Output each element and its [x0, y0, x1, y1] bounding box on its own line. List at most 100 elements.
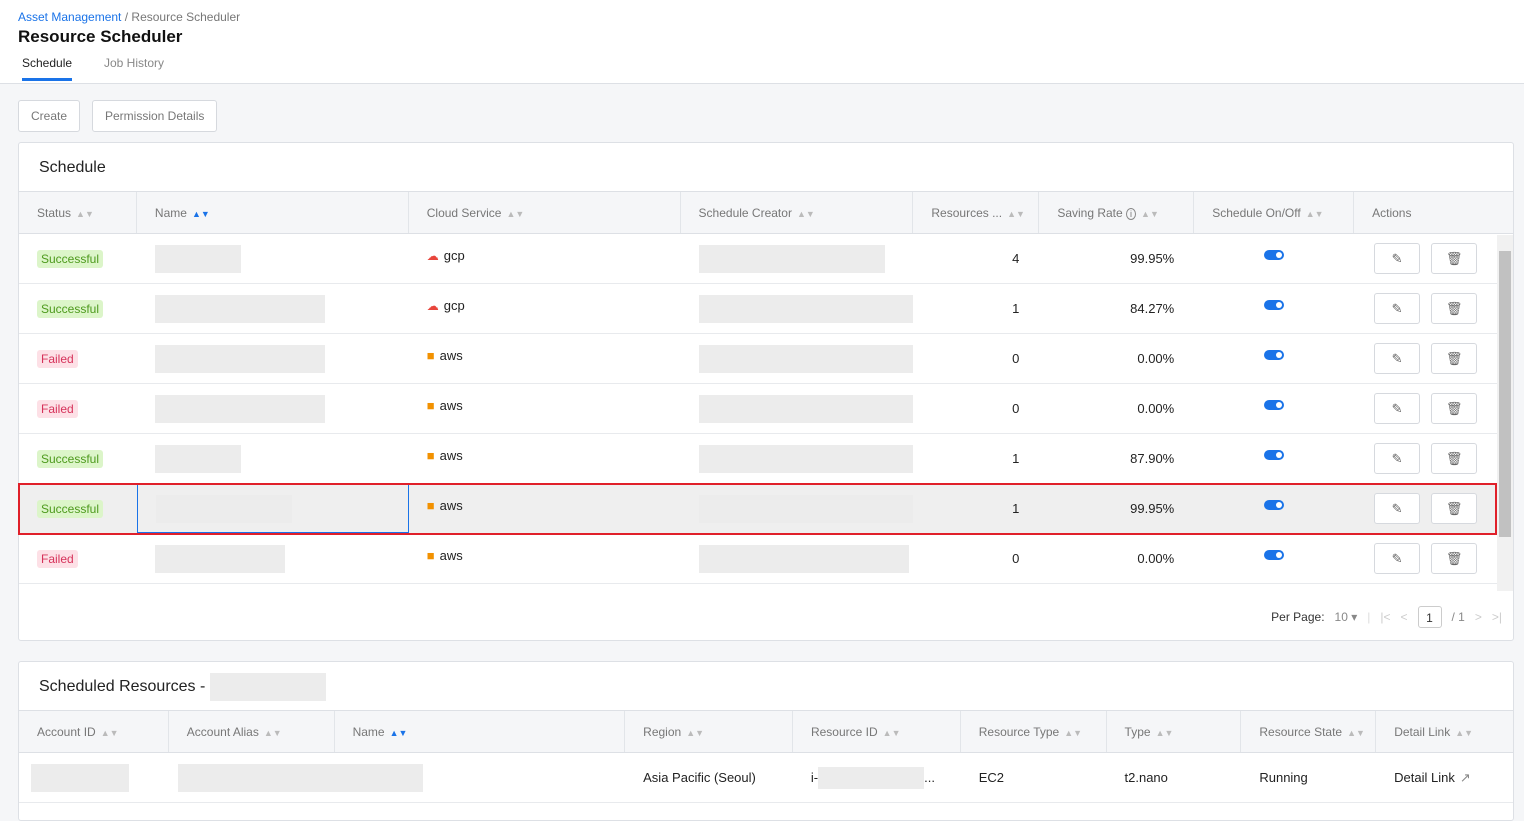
name-redacted[interactable] [154, 394, 325, 423]
pencil-icon: ✎ [1391, 500, 1403, 516]
sort-icon: ▲▼ [263, 728, 282, 738]
edit-button[interactable]: ✎ [1374, 393, 1421, 424]
column-header[interactable]: Resources ... ▲▼ [913, 192, 1040, 233]
column-header[interactable]: Name ▲▼ [335, 711, 626, 752]
creator-redacted [698, 394, 914, 423]
edit-button[interactable]: ✎ [1374, 543, 1421, 574]
trash-icon: 🗑 [1445, 350, 1463, 366]
column-header[interactable]: Detail Link ▲▼ [1394, 725, 1474, 739]
cloud-service: gcp [443, 298, 465, 313]
edit-button[interactable]: ✎ [1374, 493, 1421, 524]
table-row[interactable]: Successful ■ aws 1 99.95% ✎ 🗑 [19, 484, 1513, 534]
edit-button[interactable]: ✎ [1374, 243, 1421, 274]
page-input[interactable]: 1 [1417, 606, 1442, 628]
name-redacted[interactable] [154, 344, 325, 373]
pagination: Per Page: 10 ▾ | |< < 1 / 1 > >| [1271, 606, 1502, 628]
column-header[interactable]: Schedule On/Off ▲▼ [1194, 192, 1355, 233]
column-header[interactable]: Resource Type ▲▼ [961, 711, 1107, 752]
schedule-table-body: Successful ☁ gcp 4 99.95% ✎ 🗑 Successful ☁… [19, 234, 1513, 584]
schedule-toggle[interactable] [1264, 449, 1285, 460]
per-page-select[interactable]: 10 ▾ [1334, 610, 1358, 624]
name-redacted[interactable] [154, 444, 241, 473]
delete-button[interactable]: 🗑 [1431, 393, 1478, 424]
last-page-icon[interactable]: >| [1491, 610, 1502, 624]
edit-button[interactable]: ✎ [1374, 443, 1421, 474]
sort-icon: ▲▼ [686, 728, 705, 738]
column-header[interactable]: Status ▲▼ [19, 192, 137, 233]
delete-button[interactable]: 🗑 [1431, 443, 1478, 474]
status-badge: Successful [37, 499, 104, 518]
column-header[interactable]: Name ▲▼ [137, 192, 409, 233]
name-redacted[interactable] [154, 294, 325, 323]
table-row[interactable]: Successful ■ aws 1 87.90% ✎ 🗑 [19, 434, 1513, 484]
trash-icon: 🗑 [1445, 500, 1463, 516]
edit-button[interactable]: ✎ [1374, 343, 1421, 374]
column-header[interactable]: Resource ID ▲▼ [793, 711, 961, 752]
creator-redacted [698, 494, 914, 523]
table-row[interactable]: Successful ☁ gcp 1 84.27% ✎ 🗑 [19, 284, 1513, 334]
schedule-toggle[interactable] [1264, 399, 1285, 410]
schedule-toggle[interactable] [1264, 299, 1285, 310]
table-row[interactable]: Successful ☁ gcp 4 99.95% ✎ 🗑 [19, 234, 1513, 284]
tab-job-history[interactable]: Job History [104, 56, 165, 70]
schedule-toggle[interactable] [1264, 499, 1285, 510]
column-header[interactable]: Region ▲▼ [625, 711, 793, 752]
delete-button[interactable]: 🗑 [1431, 493, 1478, 524]
schedule-toggle[interactable] [1264, 349, 1285, 360]
delete-button[interactable]: 🗑 [1431, 343, 1478, 374]
pencil-icon: ✎ [1391, 550, 1403, 566]
column-header[interactable]: Account ID ▲▼ [19, 711, 169, 752]
first-page-icon[interactable]: |< [1380, 610, 1391, 624]
aws-box-icon: ■ [426, 548, 435, 563]
status-badge: Failed [37, 399, 78, 418]
sort-icon: ▲▼ [76, 209, 94, 219]
saving-rate: 0.00% [1137, 351, 1175, 366]
delete-button[interactable]: 🗑 [1431, 293, 1478, 324]
sort-icon: ▲▼ [1155, 728, 1174, 738]
table-row[interactable]: Failed ■ aws 0 0.00% ✎ 🗑 [19, 534, 1513, 584]
detail-link[interactable]: Detail Link ↗ [1394, 769, 1471, 786]
name-redacted[interactable] [155, 494, 292, 523]
tab-schedule[interactable]: Schedule [22, 56, 73, 81]
creator-redacted [698, 544, 909, 573]
delete-button[interactable]: 🗑 [1431, 243, 1478, 274]
prev-page-icon[interactable]: < [1400, 610, 1408, 624]
schedule-toggle[interactable] [1264, 549, 1285, 560]
name-redacted[interactable] [154, 244, 241, 273]
column-header[interactable]: Resource State ▲▼ [1241, 711, 1377, 752]
schedule-toggle[interactable] [1264, 249, 1285, 260]
breadcrumb-asset-management[interactable]: Asset Management [18, 10, 122, 24]
table-row[interactable]: Failed ■ aws 0 0.00% ✎ 🗑 [19, 384, 1513, 434]
trash-icon: 🗑 [1445, 450, 1463, 466]
resources-count: 0 [1012, 401, 1020, 416]
delete-button[interactable]: 🗑 [1431, 543, 1478, 574]
creator-redacted [698, 294, 914, 323]
permission-details-button[interactable]: Permission Details [92, 100, 218, 132]
column-header[interactable]: Saving Rate i ▲▼ [1039, 192, 1195, 233]
creator-redacted [698, 444, 914, 473]
sort-icon: ▲▼ [1305, 209, 1324, 219]
trash-icon: 🗑 [1445, 550, 1463, 566]
gcp-cloud-icon: ☁ [426, 298, 439, 313]
pencil-icon: ✎ [1391, 300, 1403, 316]
status-badge: Failed [37, 349, 78, 368]
name-redacted[interactable] [154, 544, 285, 573]
column-header[interactable]: Cloud Service ▲▼ [409, 192, 681, 233]
create-button[interactable]: Create [18, 100, 81, 132]
edit-button[interactable]: ✎ [1374, 293, 1421, 324]
column-header: Actions [1372, 206, 1412, 220]
column-header[interactable]: Schedule Creator ▲▼ [681, 192, 914, 233]
status-badge: Failed [37, 549, 78, 568]
sort-icon: ▲▼ [389, 728, 408, 738]
next-page-icon[interactable]: > [1474, 610, 1482, 624]
table-row[interactable]: Asia Pacific (Seoul) i-... EC2 t2.nano R… [19, 753, 1513, 803]
pencil-icon: ✎ [1391, 450, 1403, 466]
pencil-icon: ✎ [1391, 250, 1403, 266]
column-header[interactable]: Type ▲▼ [1107, 711, 1242, 752]
column-header[interactable]: Account Alias ▲▼ [169, 711, 335, 752]
sort-icon: ▲▼ [796, 209, 815, 219]
gcp-cloud-icon: ☁ [426, 248, 439, 263]
cloud-service: aws [439, 398, 463, 413]
table-row[interactable]: Failed ■ aws 0 0.00% ✎ 🗑 [19, 334, 1513, 384]
scrollbar[interactable] [1497, 235, 1513, 591]
